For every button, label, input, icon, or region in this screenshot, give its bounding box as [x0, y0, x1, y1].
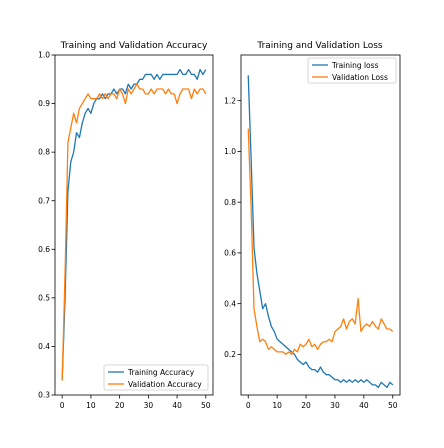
- accuracy-lines: [61, 68, 207, 381]
- accuracy-xtick-label: 50: [201, 401, 211, 410]
- loss-ytick-label: 0.2: [224, 350, 236, 359]
- loss-xtick-label: 10: [272, 401, 282, 410]
- legend-label-validation-loss: Validation Loss: [332, 73, 388, 82]
- accuracy-xtick-label: 10: [86, 401, 96, 410]
- loss-xtick-label: 40: [359, 401, 369, 410]
- accuracy-ytick-label: 1.0: [38, 51, 50, 60]
- series-line-training-accuracy: [61, 68, 207, 381]
- loss-lines: [247, 75, 394, 389]
- accuracy-ytick-label: 0.4: [38, 342, 50, 351]
- loss-xtick-label: 20: [301, 401, 311, 410]
- series-line-validation-loss: [247, 128, 394, 356]
- accuracy-ytick-label: 0.9: [38, 99, 50, 108]
- series-line-validation-accuracy: [61, 83, 207, 381]
- loss-xtick-label: 0: [246, 401, 251, 410]
- legend-label-training-loss: Training loss: [331, 61, 379, 70]
- loss-legend-box: [307, 57, 397, 84]
- loss-ytick-label: 1.0: [224, 147, 236, 156]
- loss-ytick-label: 0.4: [224, 299, 236, 308]
- accuracy-axes-frame: [54, 54, 214, 396]
- accuracy-ytick-label: 0.7: [38, 196, 50, 205]
- accuracy-legend: Training Accuracy Validation Accuracy: [103, 364, 209, 391]
- loss-ytick-label: 1.2: [224, 96, 236, 105]
- loss-xtick-label: 50: [388, 401, 398, 410]
- accuracy-xtick-label: 30: [144, 401, 154, 410]
- series-line-training-loss: [247, 75, 394, 389]
- loss-legend: Training loss Validation Loss: [307, 57, 397, 84]
- accuracy-ytick-label: 0.5: [38, 293, 50, 302]
- accuracy-xtick-label: 40: [172, 401, 182, 410]
- loss-ytick-label: 0.8: [224, 198, 236, 207]
- loss-ytick-label: 0.6: [224, 249, 236, 258]
- loss-axes-frame: [240, 54, 401, 396]
- legend-label-validation-accuracy: Validation Accuracy: [128, 380, 202, 389]
- accuracy-legend-box: [103, 364, 209, 391]
- accuracy-ytick-label: 0.8: [38, 148, 50, 157]
- accuracy-xtick-label: 20: [115, 401, 125, 410]
- accuracy-chart: Training and Validation Accuracy 0 10 20 30…: [38, 41, 214, 410]
- accuracy-chart-title: Training and Validation Accuracy: [60, 41, 208, 51]
- loss-chart-title: Training and Validation Loss: [256, 41, 383, 51]
- accuracy-ytick-label: 0.6: [38, 245, 50, 254]
- loss-chart: Training and Validation Loss 0 10 20 30 40 50…: [224, 41, 401, 410]
- accuracy-ytick-label: 0.3: [38, 391, 50, 400]
- accuracy-ticks: 0 10 20 30 40 50 0.3 0.4 0.5 0.6 0.7 0.8 0.9 1.0: [38, 51, 211, 410]
- legend-label-training-accuracy: Training Accuracy: [127, 368, 195, 377]
- loss-ticks: 0 10 20 30 40 50 0.2 0.4 0.6 0.8 1.0 1.2: [224, 96, 398, 410]
- accuracy-xtick-label: 0: [60, 401, 65, 410]
- loss-xtick-label: 30: [330, 401, 340, 410]
